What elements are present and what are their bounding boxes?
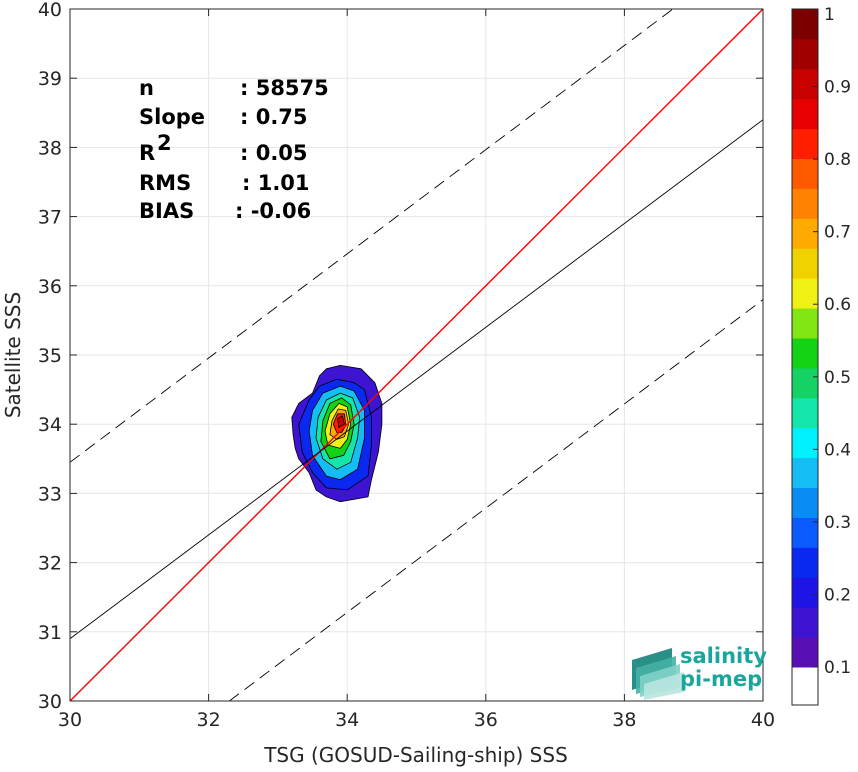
stat-label: n — [139, 76, 154, 100]
colorbar-cell — [792, 637, 818, 668]
y-tick-label: 33 — [38, 483, 62, 505]
logo-icon — [632, 648, 684, 700]
colorbar-cell — [792, 457, 818, 489]
axis-ticks: 30 32 34 36 38 40 30 31 32 33 34 35 36 37 38 39 40 — [38, 0, 775, 731]
colorbar-cell — [792, 248, 818, 279]
stat-value: : -0.06 — [235, 199, 311, 223]
colorbar-cell — [792, 367, 818, 399]
logo-line-2: pi-mep — [680, 667, 762, 691]
colorbar-cell — [792, 397, 818, 429]
regression-line — [70, 119, 763, 640]
y-tick-label: 34 — [38, 414, 62, 436]
x-tick-label: 38 — [612, 709, 636, 731]
stat-label: RMS — [139, 171, 191, 195]
y-tick-label: 30 — [38, 691, 62, 713]
colorbar-tick-label: 0.1 — [824, 658, 851, 678]
salinity-pi-mep-logo: salinity pi-mep — [632, 644, 767, 700]
reference-lines — [70, 9, 763, 701]
stat-label: Slope — [139, 105, 205, 129]
colorbar-cell — [792, 517, 818, 548]
colorbar-cell — [792, 577, 818, 608]
colorbar-tick-label: 0.6 — [824, 295, 851, 315]
colorbar-cell — [792, 98, 818, 130]
colorbar-cell — [792, 547, 818, 578]
x-tick-label: 40 — [751, 709, 775, 731]
x-axis-title: TSG (GOSUD-Sailing-ship) SSS — [263, 743, 568, 767]
x-tick-label: 32 — [197, 709, 221, 731]
colorbar-cell — [792, 427, 818, 459]
colorbar-cell — [792, 38, 818, 70]
density-contours — [291, 364, 383, 503]
colorbar-tick-label: 0.8 — [824, 150, 851, 170]
stat-value: : 0.05 — [240, 141, 308, 165]
one-to-one-line — [70, 9, 763, 701]
colorbar-cell — [792, 487, 818, 518]
y-tick-label: 38 — [38, 137, 62, 159]
colorbar-cell — [792, 607, 818, 638]
y-tick-label: 35 — [38, 345, 62, 367]
x-tick-label: 34 — [335, 709, 359, 731]
upper-bound-line — [70, 9, 674, 463]
colorbar-cell — [792, 128, 818, 160]
colorbar-cell — [792, 308, 818, 339]
stat-label-superscript: 2 — [157, 131, 172, 155]
colorbar-bottom-cell — [792, 667, 818, 705]
stat-label: R — [139, 141, 155, 165]
colorbar: 0.1 0.2 0.3 0.4 0.5 0.6 0.7 0.8 0.9 1 — [791, 5, 851, 706]
logo-line-1: salinity — [680, 644, 767, 668]
colorbar-tick-label: 0.9 — [824, 78, 851, 98]
y-tick-label: 37 — [38, 207, 62, 229]
colorbar-tick-label: 0.3 — [824, 513, 851, 533]
x-tick-label: 30 — [58, 709, 82, 731]
y-tick-label: 32 — [38, 553, 62, 575]
colorbar-tick-label: 0.7 — [824, 223, 851, 243]
y-axis-title: Satellite SSS — [1, 292, 25, 418]
y-tick-label: 39 — [38, 68, 62, 90]
colorbar-tick-label: 0.2 — [824, 585, 851, 605]
colorbar-cell — [792, 338, 818, 369]
colorbar-cell — [792, 218, 818, 249]
colorbar-cell — [792, 188, 818, 219]
y-tick-label: 31 — [38, 622, 62, 644]
x-tick-label: 36 — [474, 709, 498, 731]
y-tick-label: 40 — [38, 0, 62, 21]
stats-box: n : 58575 Slope : 0.75 R 2 : 0.05 RMS : 1.01 BIAS… — [139, 76, 329, 223]
stat-value: : 58575 — [240, 76, 329, 100]
colorbar-cell — [792, 68, 818, 100]
colorbar-frame — [791, 8, 819, 706]
colorbar-tick-label: 0.5 — [824, 368, 851, 388]
stat-value: : 0.75 — [240, 105, 308, 129]
stat-label: BIAS — [139, 199, 194, 223]
colorbar-tick-label: 0.4 — [824, 440, 851, 460]
stat-value: : 1.01 — [242, 171, 310, 195]
colorbar-cell — [792, 158, 818, 189]
colorbar-tick-label: 1 — [824, 5, 835, 25]
density-contour-level — [337, 415, 345, 429]
lower-bound-line — [229, 299, 763, 701]
y-tick-label: 36 — [38, 276, 62, 298]
colorbar-cell — [792, 278, 818, 309]
